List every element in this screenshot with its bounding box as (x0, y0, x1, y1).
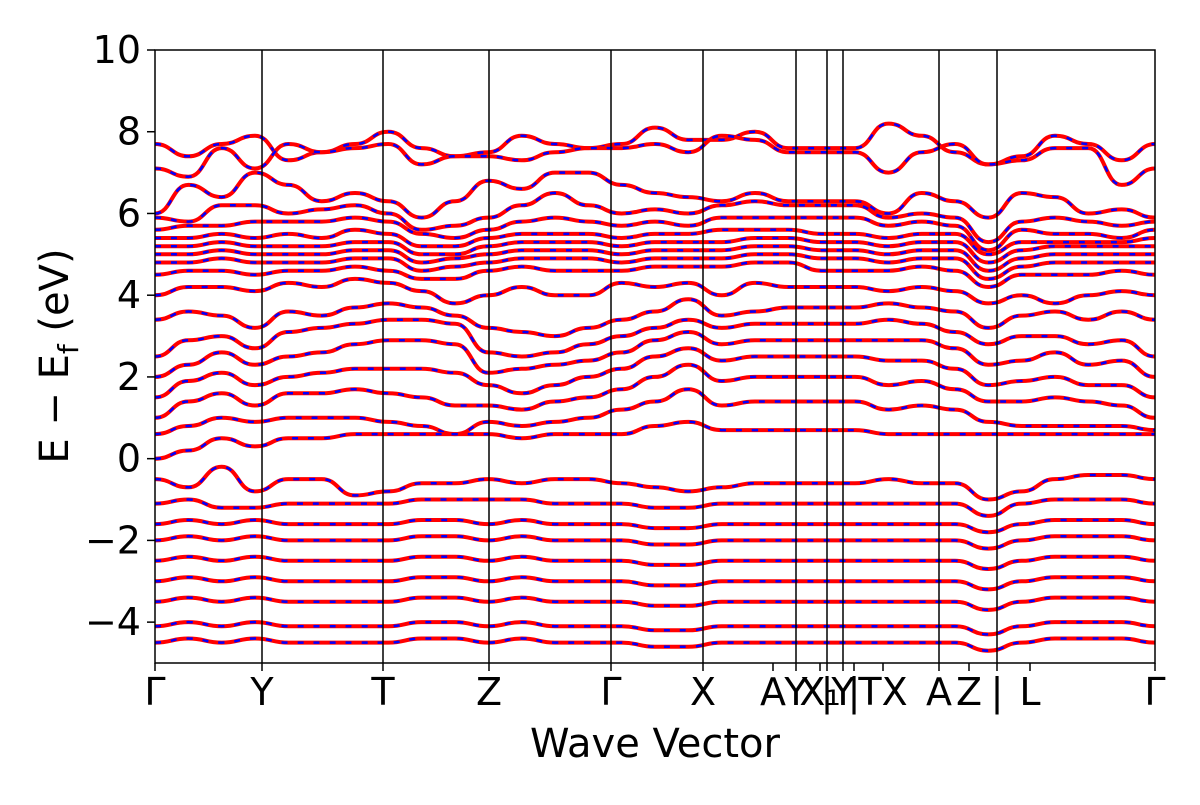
x-tick-label: Γ (144, 670, 165, 714)
band-line-blue-dashed (155, 363, 1155, 420)
x-tick-label: Y (830, 670, 855, 714)
y-tick-label: 4 (117, 273, 141, 317)
band-line-red (155, 464, 1155, 502)
band-line-red (155, 554, 1155, 572)
band-line-red (155, 190, 1155, 245)
band-line-red (155, 215, 1155, 253)
band-line-blue-dashed (155, 277, 1155, 305)
band-line-red (155, 317, 1155, 359)
plot-frame (154, 49, 1156, 664)
band-line-red (155, 575, 1155, 592)
y-tick-label: 10 (93, 28, 141, 72)
band-line-red (155, 387, 1155, 437)
band-line-blue-dashed (155, 134, 1155, 187)
band-line-blue-dashed (155, 298, 1155, 338)
x-tick-label: Z (956, 670, 982, 714)
x-tick-label: X (690, 670, 716, 714)
y-tick-label: −2 (85, 518, 141, 562)
x-tick-label: Γ (600, 670, 621, 714)
x-axis-label: Wave Vector (530, 721, 781, 767)
y-tick-label: −4 (85, 600, 141, 644)
y-axis-ticks: −4 −2 0 2 4 6 8 10 (85, 28, 155, 644)
x-tick-label: TX (857, 670, 907, 714)
y-tick-label: 6 (117, 191, 141, 235)
band-line-red (155, 260, 1155, 290)
band-line-red (155, 244, 1155, 273)
band-line-red (155, 620, 1155, 637)
band-line-red (155, 419, 1155, 461)
x-tick-label: | (991, 670, 1004, 715)
x-tick-label: L (1019, 670, 1040, 714)
band-line-blue-dashed (155, 236, 1155, 264)
y-axis-label-subscript: f (52, 343, 85, 354)
x-tick-label: | (821, 670, 834, 715)
y-tick-label: 0 (117, 437, 141, 481)
band-line-blue-dashed (155, 330, 1155, 379)
x-tick-label: A (760, 670, 786, 714)
x-tick-label: Z (476, 670, 502, 714)
y-axis-label: E − Ef (eV) (32, 248, 85, 463)
band-line-red (155, 534, 1155, 551)
y-tick-label: 2 (117, 355, 141, 399)
band-line-red (155, 517, 1155, 535)
band-line-blue-dashed (155, 171, 1155, 219)
x-tick-label: Γ (1144, 670, 1165, 714)
band-line-red (155, 636, 1155, 653)
y-axis-label-main: E − E (32, 354, 78, 464)
x-tick-label: Y (783, 670, 808, 714)
band-line-red (155, 252, 1155, 281)
band-line-red (155, 362, 1155, 420)
x-tick-label: X₁ (799, 670, 840, 714)
x-tick-label: | (848, 670, 861, 715)
band-line-red (155, 497, 1155, 518)
x-tick-label: A (926, 670, 952, 714)
band-line-blue-dashed (155, 318, 1155, 358)
x-tick-label: Y (249, 670, 274, 714)
band-line-blue-dashed (155, 347, 1155, 399)
kpath-divider-lines (261, 50, 998, 663)
x-tick-label: T (370, 670, 395, 714)
band-line-red (155, 595, 1155, 612)
y-tick-label: 8 (117, 110, 141, 154)
y-axis-label-unit: (eV) (32, 248, 78, 344)
band-line-blue-dashed (155, 228, 1155, 256)
bands-layer (155, 121, 1155, 653)
band-line-blue-dashed (155, 465, 1155, 501)
